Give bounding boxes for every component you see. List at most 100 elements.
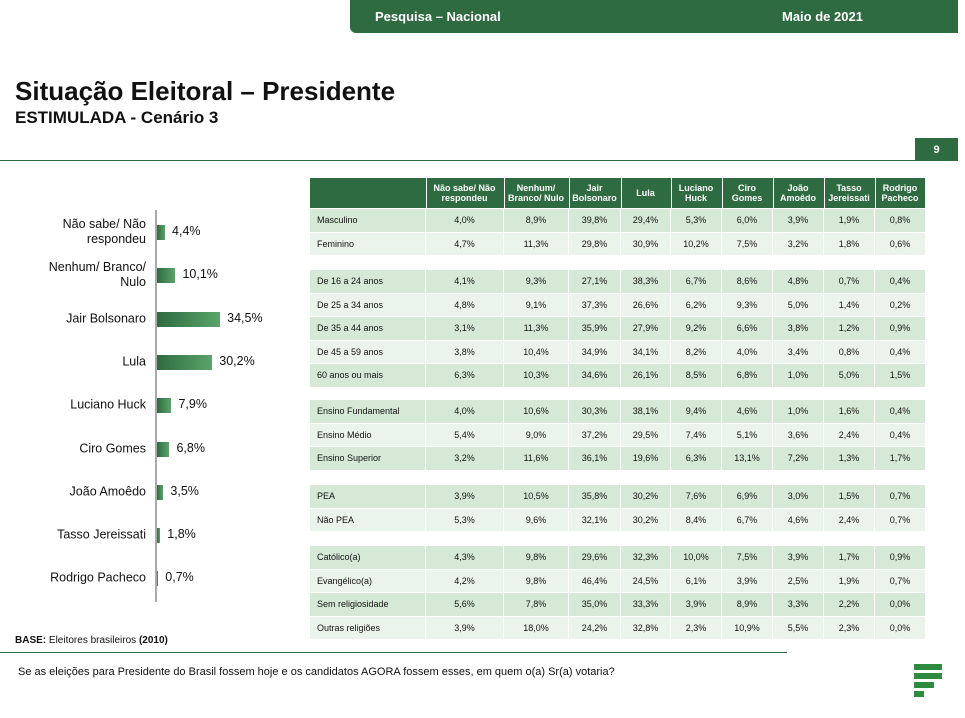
table-cell: 5,1% bbox=[721, 423, 772, 446]
table-cell: 9,0% bbox=[503, 423, 568, 446]
table-cell: 5,4% bbox=[425, 423, 503, 446]
table-cell: 0,7% bbox=[874, 569, 925, 592]
footer-line bbox=[0, 652, 787, 653]
table-cell: 8,4% bbox=[670, 508, 721, 531]
table-row bbox=[310, 593, 925, 616]
table-row bbox=[310, 423, 925, 446]
base-label: BASE: bbox=[15, 635, 47, 646]
category-label: Não sabe/ Não respondeu bbox=[62, 217, 146, 246]
table-cell: 4,8% bbox=[425, 293, 503, 316]
table-cell: 9,3% bbox=[503, 270, 568, 293]
table-row bbox=[310, 340, 925, 363]
value-label: 3,5% bbox=[170, 483, 199, 498]
table-cell: 11,3% bbox=[503, 317, 568, 340]
table-cell: 7,5% bbox=[721, 232, 772, 255]
row-label: Ensino Fundamental bbox=[317, 406, 400, 417]
survey-name: Pesquisa – Nacional bbox=[375, 9, 501, 24]
table-cell: 3,8% bbox=[425, 340, 503, 363]
table-cell: 3,0% bbox=[772, 485, 823, 508]
base-text: Eleitores brasileiros bbox=[48, 635, 137, 646]
table-cell: 9,4% bbox=[670, 400, 721, 423]
column-header: João Amoêdo bbox=[773, 178, 822, 208]
base-note: BASE: Eleitores brasileiros (2010) bbox=[15, 635, 168, 646]
table-cell: 9,2% bbox=[670, 317, 721, 340]
table-cell: 35,8% bbox=[568, 485, 620, 508]
table-cell: 6,1% bbox=[670, 569, 721, 592]
value-label: 6,8% bbox=[176, 440, 205, 455]
table-cell: 4,1% bbox=[425, 270, 503, 293]
row-label: Evangélico(a) bbox=[317, 575, 373, 586]
table-cell: 0,4% bbox=[874, 340, 925, 363]
header-bar: Pesquisa – Nacional Maio de 2021 bbox=[350, 0, 958, 33]
row-label: Ensino Médio bbox=[317, 429, 372, 440]
table-cell: 24,5% bbox=[620, 569, 670, 592]
table-cell: 37,3% bbox=[568, 293, 620, 316]
table-cell: 7,4% bbox=[670, 423, 721, 446]
table-cell: 5,3% bbox=[670, 209, 721, 232]
table-cell: 32,1% bbox=[568, 508, 620, 531]
table-cell: 1,0% bbox=[772, 400, 823, 423]
page-number: 9 bbox=[915, 138, 958, 161]
table-cell: 10,6% bbox=[503, 400, 568, 423]
table-cell: 8,6% bbox=[721, 270, 772, 293]
table-cell: 8,9% bbox=[721, 593, 772, 616]
row-label: Outras religiões bbox=[317, 622, 381, 633]
table-cell: 3,1% bbox=[425, 317, 503, 340]
table-row bbox=[310, 485, 925, 508]
table-cell: 6,6% bbox=[721, 317, 772, 340]
row-label: PEA bbox=[317, 491, 336, 502]
table-row bbox=[310, 317, 925, 340]
table-cell: 2,2% bbox=[823, 593, 874, 616]
table-cell: 29,4% bbox=[620, 209, 670, 232]
table-cell: 4,0% bbox=[721, 340, 772, 363]
table-cell: 2,4% bbox=[823, 423, 874, 446]
table-cell: 30,2% bbox=[620, 485, 670, 508]
table-cell: 3,9% bbox=[772, 209, 823, 232]
table-cell: 5,0% bbox=[772, 293, 823, 316]
category-label: Ciro Gomes bbox=[79, 441, 146, 455]
table-cell: 3,9% bbox=[425, 616, 503, 639]
column-header: Lula bbox=[621, 178, 669, 208]
table-cell: 27,9% bbox=[620, 317, 670, 340]
table-cell: 6,0% bbox=[721, 209, 772, 232]
table-cell: 0,9% bbox=[874, 546, 925, 569]
table-cell: 6,7% bbox=[670, 270, 721, 293]
table-cell: 3,8% bbox=[772, 317, 823, 340]
table-row bbox=[310, 293, 925, 316]
table-cell: 29,5% bbox=[620, 423, 670, 446]
table-cell: 1,5% bbox=[874, 364, 925, 387]
table-cell: 2,4% bbox=[823, 508, 874, 531]
table-cell: 4,0% bbox=[425, 209, 503, 232]
value-label: 4,4% bbox=[172, 224, 201, 238]
table-cell: 4,2% bbox=[425, 569, 503, 592]
column-header: Rodrigo Pacheco bbox=[875, 178, 924, 208]
table-cell: 4,7% bbox=[425, 232, 503, 255]
table-cell: 0,6% bbox=[874, 232, 925, 255]
value-label: 10,1% bbox=[182, 267, 218, 282]
table-row bbox=[310, 232, 925, 255]
table-cell: 1,6% bbox=[823, 400, 874, 423]
bar bbox=[157, 225, 166, 240]
table-cell: 1,7% bbox=[874, 447, 925, 470]
row-label: 60 anos ou mais bbox=[317, 370, 384, 381]
value-label: 7,9% bbox=[178, 397, 207, 412]
table-cell: 8,5% bbox=[670, 364, 721, 387]
value-label: 1,8% bbox=[167, 527, 196, 542]
table-cell: 1,4% bbox=[823, 293, 874, 316]
table-cell: 11,6% bbox=[503, 447, 568, 470]
table-cell: 7,5% bbox=[721, 546, 772, 569]
category-label: Rodrigo Pacheco bbox=[50, 570, 146, 585]
table-cell: 5,6% bbox=[425, 593, 503, 616]
bar bbox=[157, 268, 176, 284]
category-label: João Amoêdo bbox=[69, 484, 146, 499]
table-row bbox=[310, 400, 925, 423]
table-row bbox=[310, 364, 925, 387]
table-cell: 0,8% bbox=[823, 340, 874, 363]
table-row bbox=[310, 546, 925, 569]
value-label: 0,7% bbox=[165, 570, 194, 585]
table-cell: 0,0% bbox=[874, 616, 925, 639]
base-year: (2010) bbox=[138, 635, 168, 646]
table-cell: 1,8% bbox=[823, 232, 874, 255]
question: Se as eleições para Presidente do Brasil… bbox=[18, 666, 615, 678]
